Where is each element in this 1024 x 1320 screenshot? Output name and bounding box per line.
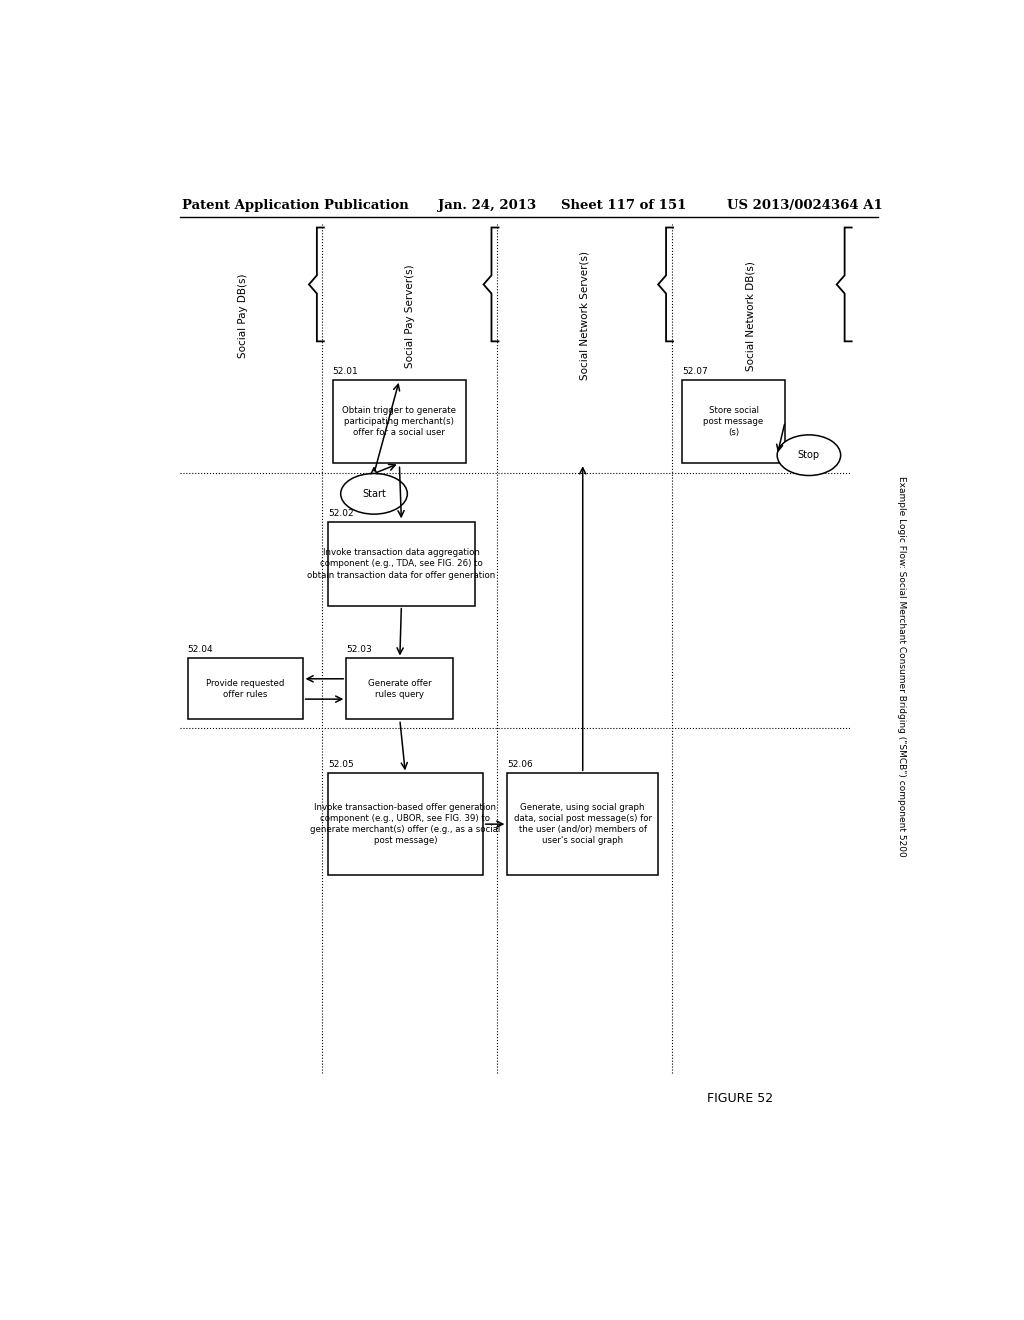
FancyBboxPatch shape (328, 523, 475, 606)
Text: Invoke transaction data aggregation
component (e.g., TDA, see FIG. 26) to
obtain: Invoke transaction data aggregation comp… (307, 548, 496, 579)
Text: Invoke transaction-based offer generation
component (e.g., UBOR, see FIG. 39) to: Invoke transaction-based offer generatio… (310, 803, 501, 845)
Text: 52.02: 52.02 (328, 510, 353, 519)
Text: Obtain trigger to generate
participating merchant(s)
offer for a social user: Obtain trigger to generate participating… (342, 407, 457, 437)
Text: Jan. 24, 2013: Jan. 24, 2013 (437, 198, 536, 211)
Text: Stop: Stop (798, 450, 820, 461)
FancyBboxPatch shape (187, 659, 303, 719)
Text: Social Network DB(s): Social Network DB(s) (745, 261, 756, 371)
Text: 52.01: 52.01 (333, 367, 358, 376)
Text: Social Pay DB(s): Social Pay DB(s) (238, 273, 248, 358)
Text: Patent Application Publication: Patent Application Publication (182, 198, 409, 211)
FancyBboxPatch shape (328, 774, 482, 875)
Text: Start: Start (362, 488, 386, 499)
Text: Social Network Server(s): Social Network Server(s) (580, 251, 590, 380)
Text: Generate offer
rules query: Generate offer rules query (368, 678, 432, 700)
FancyBboxPatch shape (507, 774, 658, 875)
Text: 52.07: 52.07 (682, 367, 708, 376)
Text: Provide requested
offer rules: Provide requested offer rules (206, 678, 285, 700)
Text: Store social
post message
(s): Store social post message (s) (703, 407, 764, 437)
FancyBboxPatch shape (333, 380, 466, 463)
Text: 52.03: 52.03 (346, 645, 372, 655)
FancyBboxPatch shape (682, 380, 785, 463)
Ellipse shape (341, 474, 408, 515)
FancyBboxPatch shape (346, 659, 454, 719)
Ellipse shape (777, 434, 841, 475)
Text: Example Logic Flow: Social Merchant Consumer Bridging ("SMCB") component 5200: Example Logic Flow: Social Merchant Cons… (897, 477, 906, 857)
Text: US 2013/0024364 A1: US 2013/0024364 A1 (727, 198, 883, 211)
Text: Sheet 117 of 151: Sheet 117 of 151 (560, 198, 686, 211)
Text: Generate, using social graph
data, social post message(s) for
the user (and/or) : Generate, using social graph data, socia… (514, 803, 651, 845)
Text: 52.06: 52.06 (507, 760, 534, 770)
Text: 52.04: 52.04 (187, 645, 213, 655)
Text: Social Pay Server(s): Social Pay Server(s) (404, 264, 415, 368)
Text: FIGURE 52: FIGURE 52 (708, 1092, 773, 1105)
Text: 52.05: 52.05 (328, 760, 353, 770)
